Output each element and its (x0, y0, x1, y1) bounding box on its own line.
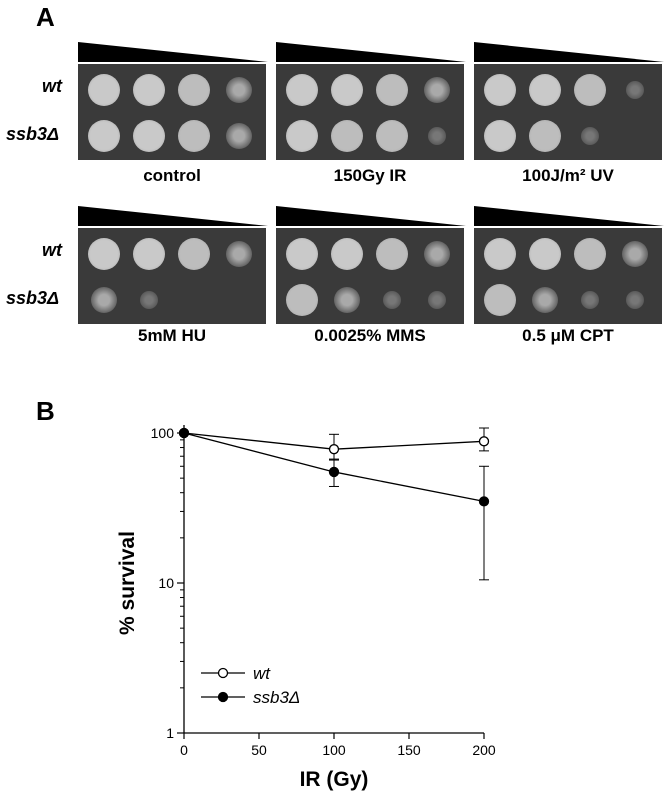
legend-marker (217, 667, 229, 679)
colony-spot (140, 291, 158, 309)
data-point (328, 444, 340, 455)
colony-spot (376, 74, 408, 106)
condition-label: 0.0025% MMS (314, 326, 426, 345)
colony-spot (88, 238, 120, 270)
colony-spot (133, 238, 165, 270)
colony-spot (286, 120, 318, 152)
colony-spot (622, 241, 648, 267)
series-line-0 (183, 432, 485, 450)
colony-spot (424, 77, 450, 103)
x-tick-label: 150 (397, 742, 421, 758)
y-tick-label: 1 (166, 725, 174, 741)
y-tick-label: 100 (151, 425, 175, 441)
colony-spot (133, 74, 165, 106)
spot-plate (78, 228, 266, 324)
colony-spot (574, 238, 606, 270)
spot-plate (78, 64, 266, 160)
colony-spot (286, 284, 318, 316)
colony-spot (484, 284, 516, 316)
x-axis-label: IR (Gy) (300, 768, 369, 791)
colony-spot (484, 120, 516, 152)
data-point (328, 466, 340, 478)
colony-spot (178, 120, 210, 152)
data-point (478, 436, 490, 447)
colony-spot (428, 291, 446, 309)
spot-plate (276, 228, 464, 324)
colony-spot (88, 120, 120, 152)
colony-spot (286, 74, 318, 106)
colony-spot (484, 238, 516, 270)
y-axis-label: % survival (116, 531, 139, 635)
condition-label: 5mM HU (137, 326, 206, 345)
colony-spot (334, 287, 360, 313)
dilution-wedge (78, 42, 268, 62)
condition-label: 100J/m² UV (522, 166, 614, 185)
strain-label: wt (42, 76, 62, 96)
colony-spot (91, 287, 117, 313)
data-point (178, 427, 190, 439)
condition-label: control (143, 166, 201, 185)
strain-label: wt (42, 240, 62, 260)
strain-label: ssb3Δ (6, 124, 60, 144)
dilution-wedge (276, 206, 466, 226)
colony-spot (178, 74, 210, 106)
legend-label: wt (253, 664, 271, 683)
spot-plate (276, 64, 464, 160)
legend-marker (217, 691, 229, 703)
dilution-wedge (276, 42, 466, 62)
colony-spot (484, 74, 516, 106)
colony-spot (376, 120, 408, 152)
colony-spot (581, 127, 599, 145)
dilution-wedge (474, 42, 664, 62)
x-tick-label: 100 (322, 742, 346, 758)
colony-spot (529, 74, 561, 106)
panel-b-label: B (36, 396, 55, 426)
colony-spot (383, 291, 401, 309)
colony-spot (574, 74, 606, 106)
colony-spot (133, 120, 165, 152)
condition-label: 150Gy IR (333, 166, 407, 185)
data-point (478, 496, 490, 507)
colony-spot (226, 241, 252, 267)
colony-spot (226, 77, 252, 103)
series-line-1 (183, 432, 485, 503)
x-tick-label: 0 (180, 742, 188, 758)
x-tick-label: 50 (251, 742, 267, 758)
x-tick-label: 200 (472, 742, 496, 758)
panel-a-label: A (36, 2, 55, 32)
colony-spot (626, 291, 644, 309)
data-point (178, 427, 190, 439)
strain-label: ssb3Δ (6, 288, 60, 308)
colony-spot (178, 238, 210, 270)
colony-spot (626, 81, 644, 99)
colony-spot (529, 120, 561, 152)
colony-spot (331, 238, 363, 270)
colony-spot (581, 291, 599, 309)
colony-spot (331, 74, 363, 106)
dilution-wedge (474, 206, 664, 226)
colony-spot (376, 238, 408, 270)
colony-spot (226, 123, 252, 149)
colony-spot (424, 241, 450, 267)
colony-spot (331, 120, 363, 152)
condition-label: 0.5 μM CPT (522, 326, 614, 345)
dilution-wedge (78, 206, 268, 226)
colony-spot (532, 287, 558, 313)
spot-plate (474, 228, 662, 324)
colony-spot (529, 238, 561, 270)
colony-spot (88, 74, 120, 106)
legend-label: ssb3Δ (253, 688, 300, 707)
colony-spot (286, 238, 318, 270)
y-tick-label: 10 (158, 575, 174, 591)
spot-plate (474, 64, 662, 160)
colony-spot (428, 127, 446, 145)
